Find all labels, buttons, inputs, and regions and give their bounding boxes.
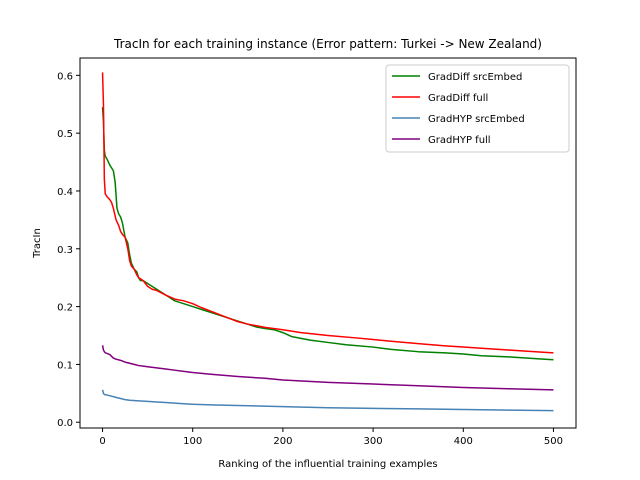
series-line-graddiff-full [101, 72, 554, 354]
y-tick-label: 0.5 [57, 129, 73, 140]
x-axis-ticks: 0 100 200 300 400 500 [99, 428, 563, 447]
y-tick-label: 0.6 [57, 71, 73, 82]
x-tick-label: 500 [544, 436, 563, 447]
legend-label-gradhyp-srcembed: GradHYP srcEmbed [428, 114, 525, 125]
y-tick-label: 0.4 [57, 187, 73, 198]
series-line-gradhyp-full [101, 345, 554, 391]
legend: GradDiff srcEmbed GradDiff full GradHYP sr… [385, 64, 570, 153]
x-tick-label: 200 [273, 436, 292, 447]
plot-frame [79, 57, 577, 429]
legend-label-graddiff-srcembed: GradDiff srcEmbed [428, 72, 522, 83]
y-axis-ticks: 0.0 0.1 0.2 0.3 0.4 0.5 0.6 [57, 71, 80, 429]
x-tick-label: 300 [364, 436, 383, 447]
y-tick-label: 0.0 [57, 418, 73, 429]
y-tick-label: 0.3 [57, 245, 73, 256]
x-tick-label: 0 [99, 436, 105, 447]
series-line-gradhyp-srcembed [101, 389, 554, 412]
x-tick-label: 400 [454, 436, 473, 447]
x-tick-label: 100 [183, 436, 202, 447]
series-layer [101, 72, 554, 412]
legend-box [385, 64, 570, 153]
series-line-graddiff-srcembed [101, 107, 554, 361]
chart-title: TracIn for each training instance (Error… [113, 37, 542, 51]
x-axis-label: Ranking of the influential training exam… [218, 459, 437, 470]
y-tick-label: 0.1 [57, 360, 73, 371]
y-tick-label: 0.2 [57, 303, 73, 314]
y-axis-label: TracIn [32, 228, 43, 259]
legend-label-graddiff-full: GradDiff full [428, 93, 488, 104]
legend-label-gradhyp-full: GradHYP full [428, 135, 491, 146]
